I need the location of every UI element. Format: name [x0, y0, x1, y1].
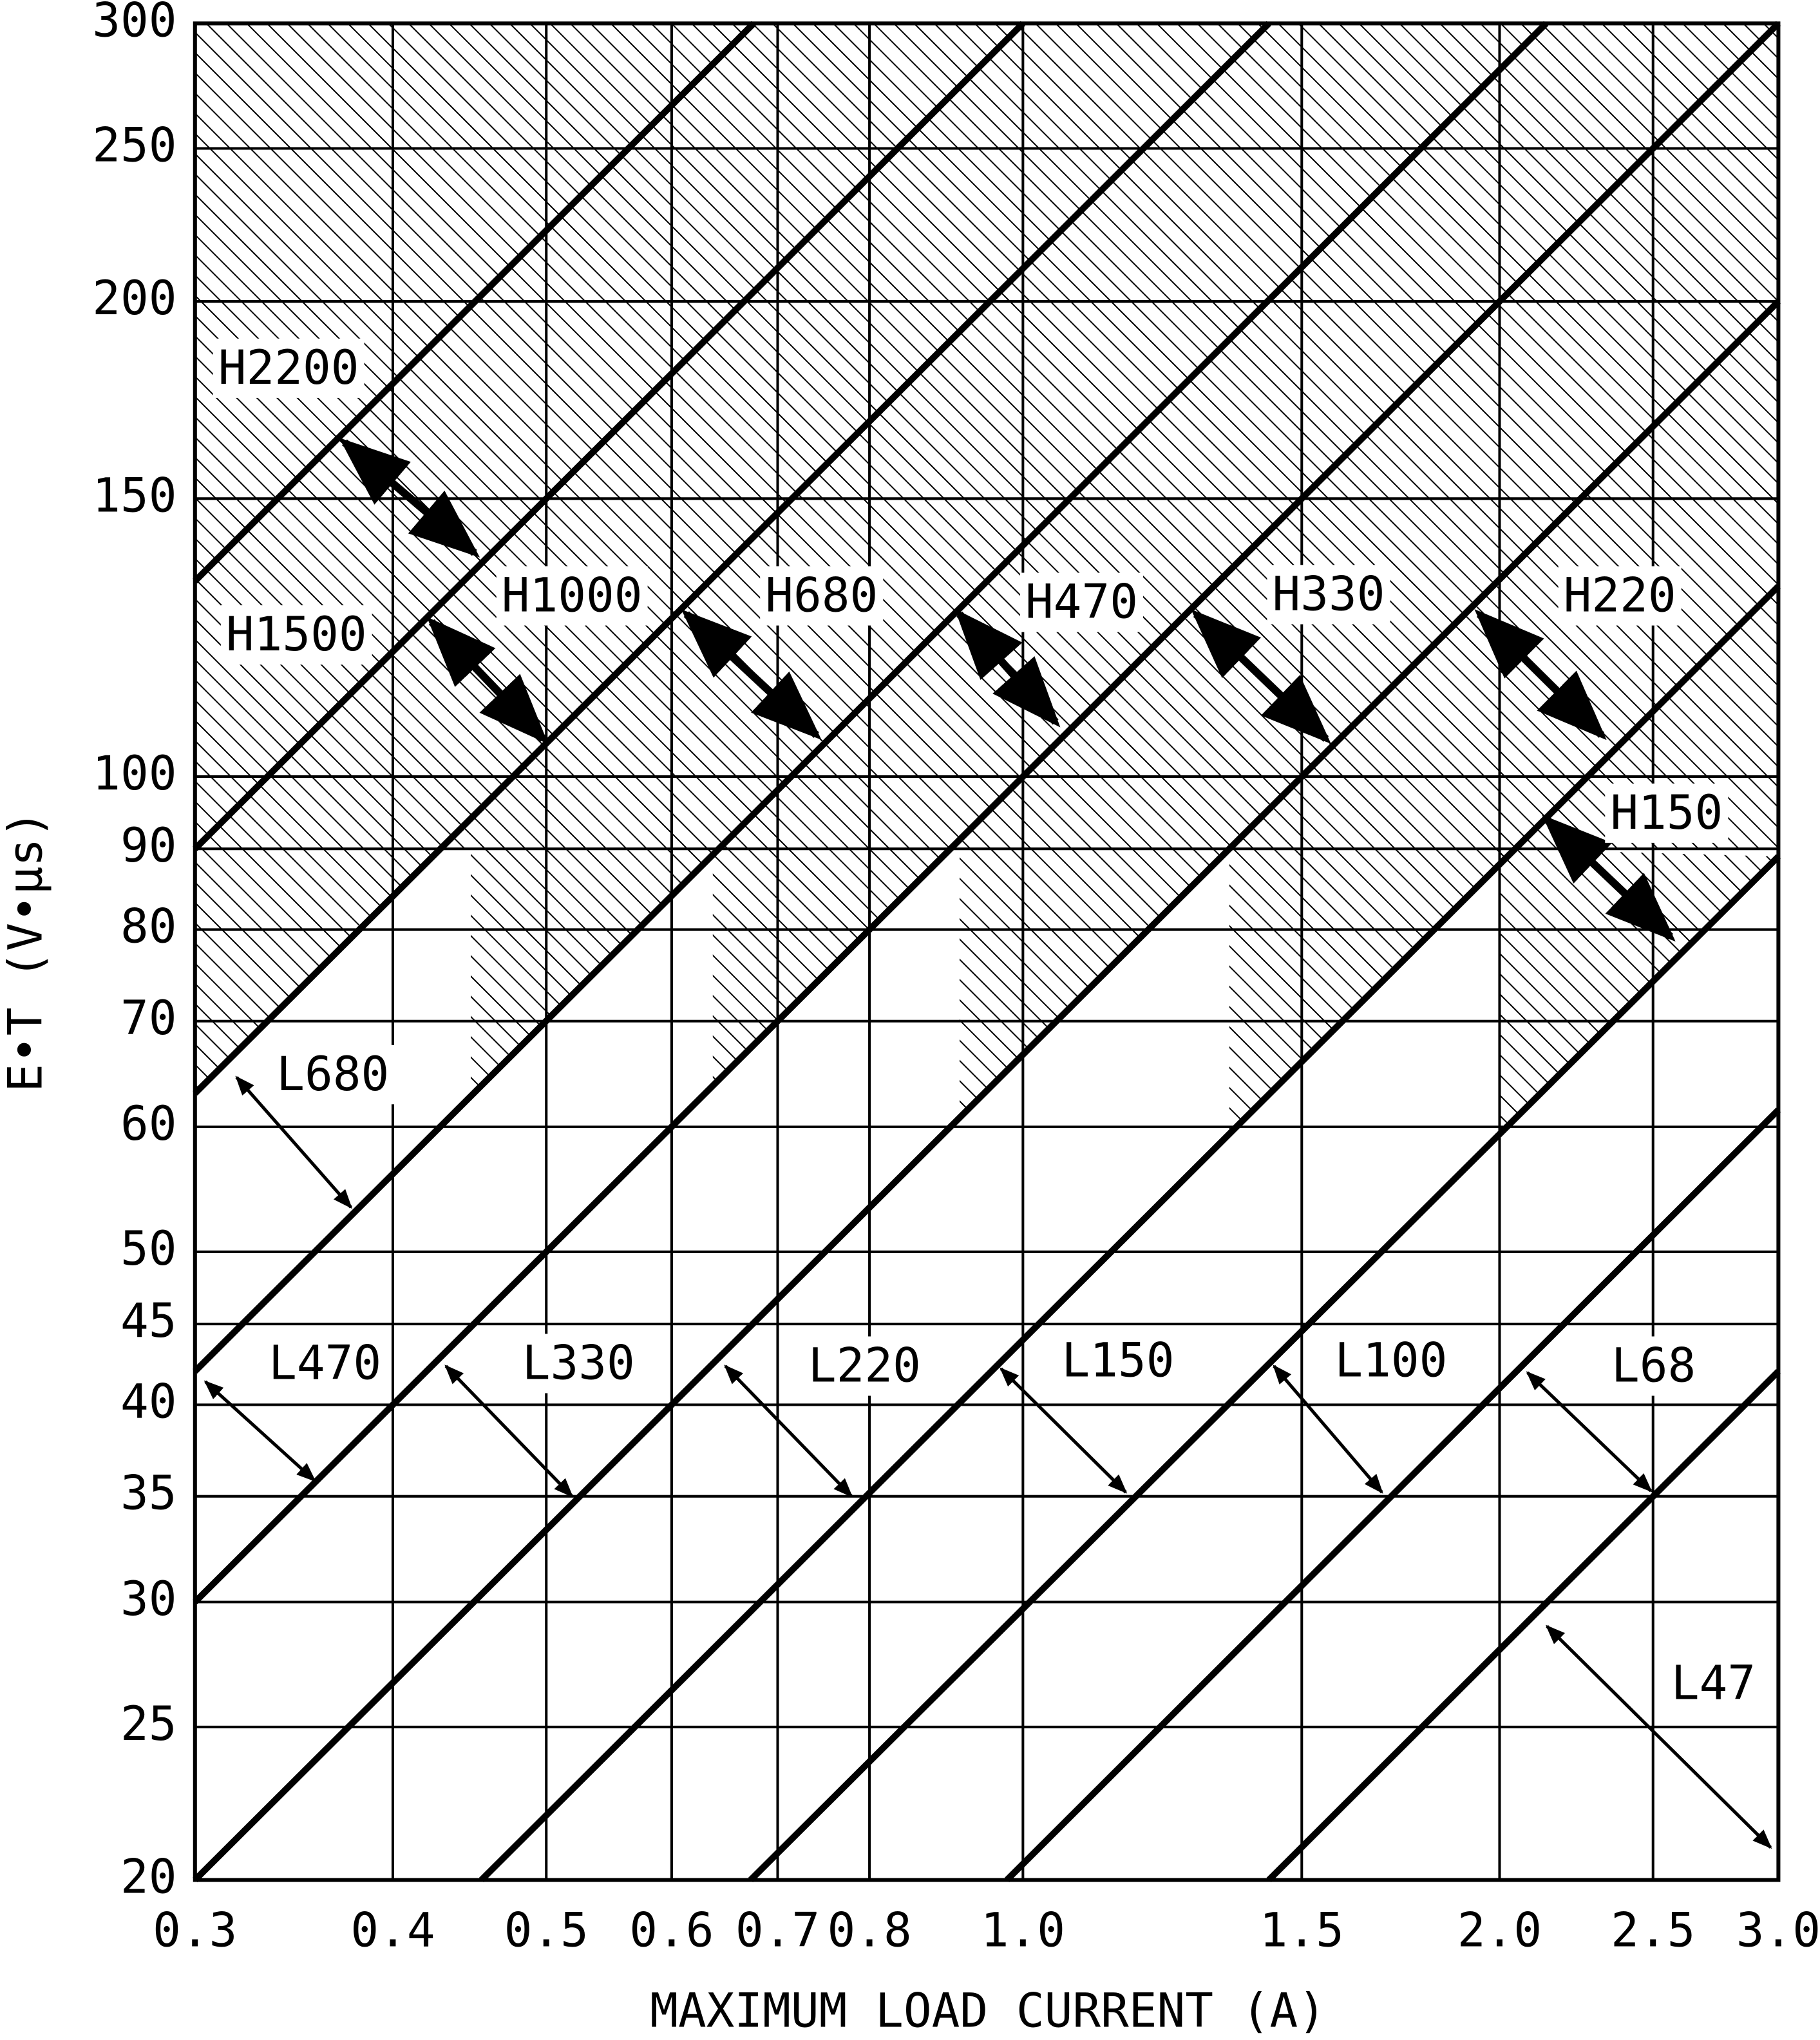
annotation-label: H220 — [1564, 569, 1676, 623]
annotation-arrow — [235, 1075, 353, 1209]
boundary-line — [193, 21, 1781, 1605]
x-tick-label: 0.5 — [504, 1903, 589, 1958]
annotation-background — [213, 338, 365, 398]
x-tick-label: 0.6 — [629, 1903, 714, 1958]
boundary-line — [193, 21, 1025, 851]
lines — [193, 21, 1781, 1883]
annotation-label: H1000 — [502, 569, 643, 623]
annotation-background — [263, 1334, 387, 1393]
annotation-background — [760, 566, 884, 626]
annotation-label: H680 — [765, 569, 878, 623]
y-tick-label: 50 — [120, 1222, 176, 1276]
annotation-arrow — [954, 609, 1061, 728]
boundary-line — [1004, 1107, 1781, 1883]
annotation-background — [1019, 572, 1144, 632]
y-tick-label: 30 — [120, 1572, 176, 1627]
y-tick-label: 150 — [92, 469, 176, 523]
y-tick-label: 25 — [120, 1697, 176, 1752]
annotation-background — [1329, 1331, 1453, 1391]
annotation-label: L470 — [269, 1336, 381, 1390]
annotation-label: L47 — [1671, 1656, 1756, 1710]
y-tick-label: 35 — [120, 1467, 176, 1521]
y-tick-label: 200 — [92, 272, 176, 326]
boundary-line — [193, 21, 756, 583]
y-tick-label: 100 — [92, 747, 176, 801]
annotation-arrow — [724, 1365, 853, 1498]
annotation-label: L680 — [276, 1048, 389, 1102]
annotation-label: L330 — [522, 1336, 635, 1390]
y-tick-label: 90 — [120, 819, 176, 873]
annotation-background — [517, 1334, 640, 1393]
annotation-arrow — [1526, 1371, 1653, 1493]
x-tick-label: 0.3 — [153, 1903, 237, 1958]
annotation-arrow — [1474, 609, 1607, 741]
annotation-background — [1056, 1331, 1180, 1391]
annotation-background — [1605, 783, 1729, 843]
x-axis-label: MAXIMUM LOAD CURRENT (A) — [650, 1985, 1326, 2039]
y-axis-label: E•T (V•μs) — [0, 810, 53, 1092]
boundary-line — [479, 583, 1781, 1883]
y-tick-label: 20 — [120, 1850, 176, 1904]
ticks: 0.3 0.4 0.5 0.6 0.7 0.8 1.0 1.5 2.0 2.5 3.0 20 25 30 3… — [92, 0, 1820, 1958]
annotation-background — [1267, 565, 1390, 625]
boundary-line — [748, 854, 1781, 1883]
annotation-label: H2200 — [218, 341, 359, 395]
annotation-arrow — [1000, 1367, 1128, 1494]
annotation-label: H150 — [1610, 786, 1723, 840]
annotation-label: L150 — [1061, 1334, 1174, 1388]
annotation-background — [496, 566, 648, 626]
annotation-arrow — [204, 1380, 316, 1482]
annotation-arrow — [444, 1365, 574, 1498]
annotation-label: L100 — [1334, 1334, 1447, 1388]
x-tick-label: 2.5 — [1611, 1903, 1695, 1958]
boundary-line — [193, 299, 1781, 1883]
boundary-line — [193, 21, 1271, 1096]
annotation-background — [1606, 1336, 1702, 1396]
annotation-arrow — [339, 437, 480, 558]
boundary-line — [193, 21, 1549, 1374]
y-tick-label: 250 — [92, 118, 176, 173]
x-tick-label: 3.0 — [1736, 1903, 1820, 1958]
y-tick-label: 80 — [120, 900, 176, 954]
x-tick-label: 0.8 — [827, 1903, 911, 1958]
annotation-label: L220 — [808, 1339, 921, 1393]
annotation-arrow — [426, 616, 549, 744]
y-tick-label: 45 — [120, 1294, 176, 1348]
annotation-arrow — [1542, 815, 1676, 942]
annotation-arrow — [1273, 1365, 1383, 1494]
x-tick-label: 2.0 — [1457, 1903, 1542, 1958]
annotation-background — [271, 1044, 395, 1104]
annotation-label: H470 — [1025, 575, 1138, 629]
annotation-label: H1500 — [226, 608, 367, 662]
boundary-line — [1266, 1369, 1781, 1883]
x-tick-label: 0.7 — [735, 1903, 820, 1958]
annotation-arrow — [681, 609, 822, 740]
annotation-background — [802, 1336, 926, 1396]
annotation-label: H330 — [1272, 567, 1385, 621]
annotation-background — [1665, 1654, 1761, 1714]
annotation-background — [1558, 566, 1682, 626]
y-tick-label: 40 — [120, 1375, 176, 1430]
shaded-region — [194, 23, 1779, 849]
x-tick-label: 0.4 — [350, 1903, 435, 1958]
annotation-arrow — [1545, 1625, 1772, 1849]
x-tick-label: 1.5 — [1260, 1903, 1344, 1958]
y-tick-label: 60 — [120, 1097, 176, 1151]
annotation-background — [220, 605, 372, 665]
annotation-arrow — [1191, 609, 1331, 744]
y-tick-label: 300 — [92, 0, 176, 48]
x-tick-label: 1.0 — [981, 1903, 1065, 1958]
plot-frame — [193, 21, 1781, 1882]
annotation-label: L68 — [1611, 1339, 1696, 1393]
y-tick-label: 70 — [120, 992, 176, 1046]
annotations: H2200 H1500 H1000 H680 H470 H330 H220 H150 L680 L… — [204, 338, 1772, 1849]
